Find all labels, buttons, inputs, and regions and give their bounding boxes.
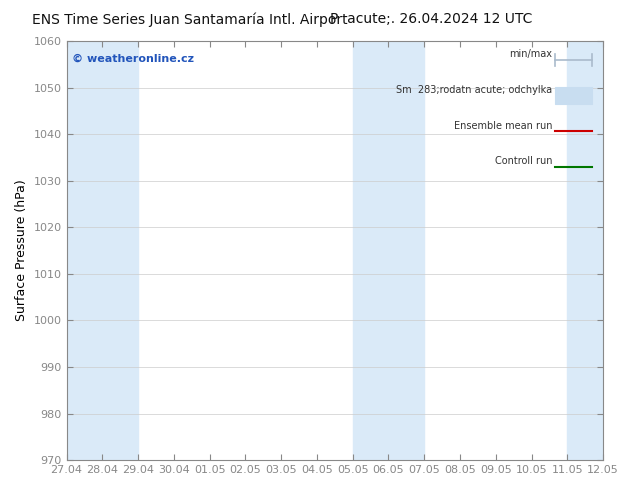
Bar bbox=[567, 41, 603, 460]
Y-axis label: Surface Pressure (hPa): Surface Pressure (hPa) bbox=[15, 180, 28, 321]
Text: P  acute;. 26.04.2024 12 UTC: P acute;. 26.04.2024 12 UTC bbox=[330, 12, 533, 26]
Bar bbox=[67, 41, 102, 460]
Bar bbox=[555, 87, 592, 104]
Text: min/max: min/max bbox=[509, 49, 552, 59]
Bar bbox=[353, 41, 389, 460]
Bar bbox=[389, 41, 424, 460]
Bar bbox=[102, 41, 138, 460]
Text: Ensemble mean run: Ensemble mean run bbox=[454, 121, 552, 131]
Text: ENS Time Series Juan Santamaría Intl. Airport: ENS Time Series Juan Santamaría Intl. Ai… bbox=[32, 12, 348, 27]
Text: Sm  283;rodatn acute; odchylka: Sm 283;rodatn acute; odchylka bbox=[396, 85, 552, 95]
Text: © weatheronline.cz: © weatheronline.cz bbox=[72, 53, 194, 64]
Text: Controll run: Controll run bbox=[495, 156, 552, 166]
